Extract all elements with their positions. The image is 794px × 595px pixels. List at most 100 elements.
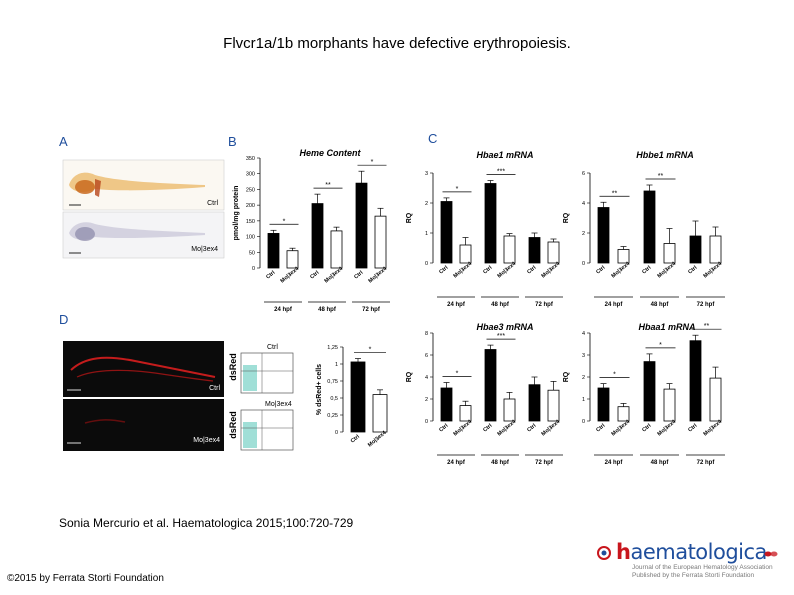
bar (617, 406, 630, 422)
logo-wordmark-h: h (616, 540, 631, 564)
significance-marker: * (369, 347, 372, 354)
y-tick-label: 300 (246, 172, 255, 178)
y-axis-label: pmol/mg protein (233, 186, 240, 241)
bar (374, 215, 387, 269)
y-tick-label: 2 (582, 231, 585, 237)
citation: Sonia Mercurio et al. Haematologica 2015… (59, 516, 354, 530)
bar (663, 243, 676, 264)
group-label: 72 hpf (362, 307, 381, 313)
bar (267, 233, 280, 269)
fluorescence-mo-signal (84, 419, 126, 424)
significance-marker: * (456, 186, 459, 193)
flow-population-ctrl (243, 365, 257, 391)
chart-title: Heme Content (299, 148, 361, 158)
embryo-mo-label: Mo|3ex4 (191, 246, 218, 253)
significance-marker: * (659, 342, 662, 349)
group-label: 24 hpf (605, 460, 624, 466)
y-tick-label: 0 (252, 266, 255, 272)
group-label: 48 hpf (651, 302, 670, 308)
flow-title-mo: Mo|3ex4 (265, 401, 292, 408)
significance-marker: * (371, 159, 374, 166)
bar (440, 201, 453, 264)
embryo-image-panel: Ctrl Mo|3ex4 (62, 159, 225, 259)
group-label: 24 hpf (274, 307, 293, 313)
significance-marker: ** (612, 190, 618, 197)
bar (597, 207, 610, 264)
category-label: Ctrl (687, 265, 698, 276)
chart-title: Hbae1 mRNA (476, 150, 533, 160)
category-label: Ctrl (526, 265, 537, 276)
embryo-mo-body (69, 222, 205, 240)
chart-title: Hbae3 mRNA (476, 322, 533, 332)
category-label: Ctrl (438, 265, 449, 276)
bar (286, 250, 299, 269)
significance-marker: ** (658, 173, 664, 180)
y-tick-label: 4 (425, 375, 428, 381)
embryo-ctrl-stain (95, 179, 101, 197)
flow-cytometry-panel: dsRed Ctrl dsRed Mo|3ex4 (228, 344, 294, 451)
fluorescence-mo-label: Mo|3ex4 (193, 437, 220, 444)
y-axis-label: % dsRed+ cells (316, 364, 323, 415)
category-label: Ctrl (438, 423, 449, 434)
y-tick-label: 4 (582, 331, 585, 337)
y-tick-label: 0 (582, 419, 585, 425)
y-tick-label: 200 (246, 203, 255, 209)
bar (709, 377, 722, 422)
y-tick-label: 3 (425, 171, 428, 177)
slide-title: Flvcr1a/1b morphants have defective eryt… (223, 35, 571, 52)
y-tick-label: 2 (425, 397, 428, 403)
y-tick-label: 0 (335, 430, 338, 436)
category-label: Ctrl (309, 270, 320, 281)
group-label: 24 hpf (605, 302, 624, 308)
embryo-ctrl-label: Ctrl (207, 200, 218, 207)
category-label: Ctrl (482, 265, 493, 276)
bar (440, 387, 453, 422)
category-label: Ctrl (353, 270, 364, 281)
y-tick-label: 1 (425, 231, 428, 237)
group-label: 72 hpf (697, 302, 716, 308)
significance-marker: * (456, 371, 459, 378)
category-label: Ctrl (641, 265, 652, 276)
y-tick-label: 1 (335, 362, 338, 368)
y-axis-label: RQ (406, 212, 413, 223)
y-axis-label: RQ (406, 371, 413, 382)
group-label: 72 hpf (535, 460, 554, 466)
y-tick-label: 1,25 (327, 345, 338, 351)
y-tick-label: 0,25 (327, 413, 338, 419)
logo-wordmark-rest: aematologica (630, 540, 767, 564)
group-label: 48 hpf (318, 307, 337, 313)
flow-population-mo (243, 422, 257, 448)
y-tick-label: 0 (425, 261, 428, 267)
bar (355, 182, 368, 269)
group-label: 24 hpf (447, 302, 466, 308)
bar (484, 183, 497, 264)
category-label: Ctrl (265, 270, 276, 281)
y-tick-label: 8 (425, 331, 428, 337)
category-label: Ctrl (526, 423, 537, 434)
fluorescence-ctrl-signal-2 (76, 369, 214, 382)
y-tick-label: 250 (246, 187, 255, 193)
category-label: Ctrl (482, 423, 493, 434)
y-tick-label: 1 (582, 397, 585, 403)
copyright: ©2015 by Ferrata Storti Foundation (7, 573, 164, 584)
bar (503, 398, 516, 422)
group-label: 72 hpf (697, 460, 716, 466)
y-tick-label: 4 (582, 201, 585, 207)
chart-title: Hbbe1 mRNA (636, 150, 694, 160)
panel-letter-a: A (59, 134, 68, 149)
y-tick-label: 350 (246, 156, 255, 162)
bar (484, 349, 497, 422)
bar (547, 389, 560, 422)
fluorescence-mo-image (63, 399, 224, 451)
group-label: 48 hpf (651, 460, 670, 466)
y-tick-label: 0 (425, 419, 428, 425)
category-label: Ctrl (687, 423, 698, 434)
fluorescence-ctrl-label: Ctrl (209, 385, 220, 392)
group-label: 72 hpf (535, 302, 554, 308)
logo-tagline-1: Journal of the European Hematology Assoc… (632, 564, 773, 571)
significance-marker: *** (497, 169, 505, 176)
embryo-mo-yolk (75, 227, 95, 241)
